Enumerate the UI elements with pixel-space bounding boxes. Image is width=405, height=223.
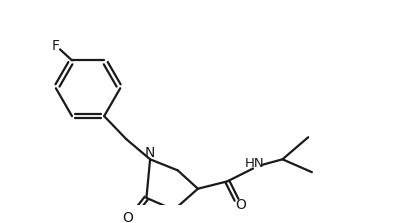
Text: HN: HN [245,157,265,170]
Text: O: O [236,198,247,212]
Text: F: F [51,39,60,53]
Text: O: O [123,211,134,223]
Text: N: N [145,146,155,160]
